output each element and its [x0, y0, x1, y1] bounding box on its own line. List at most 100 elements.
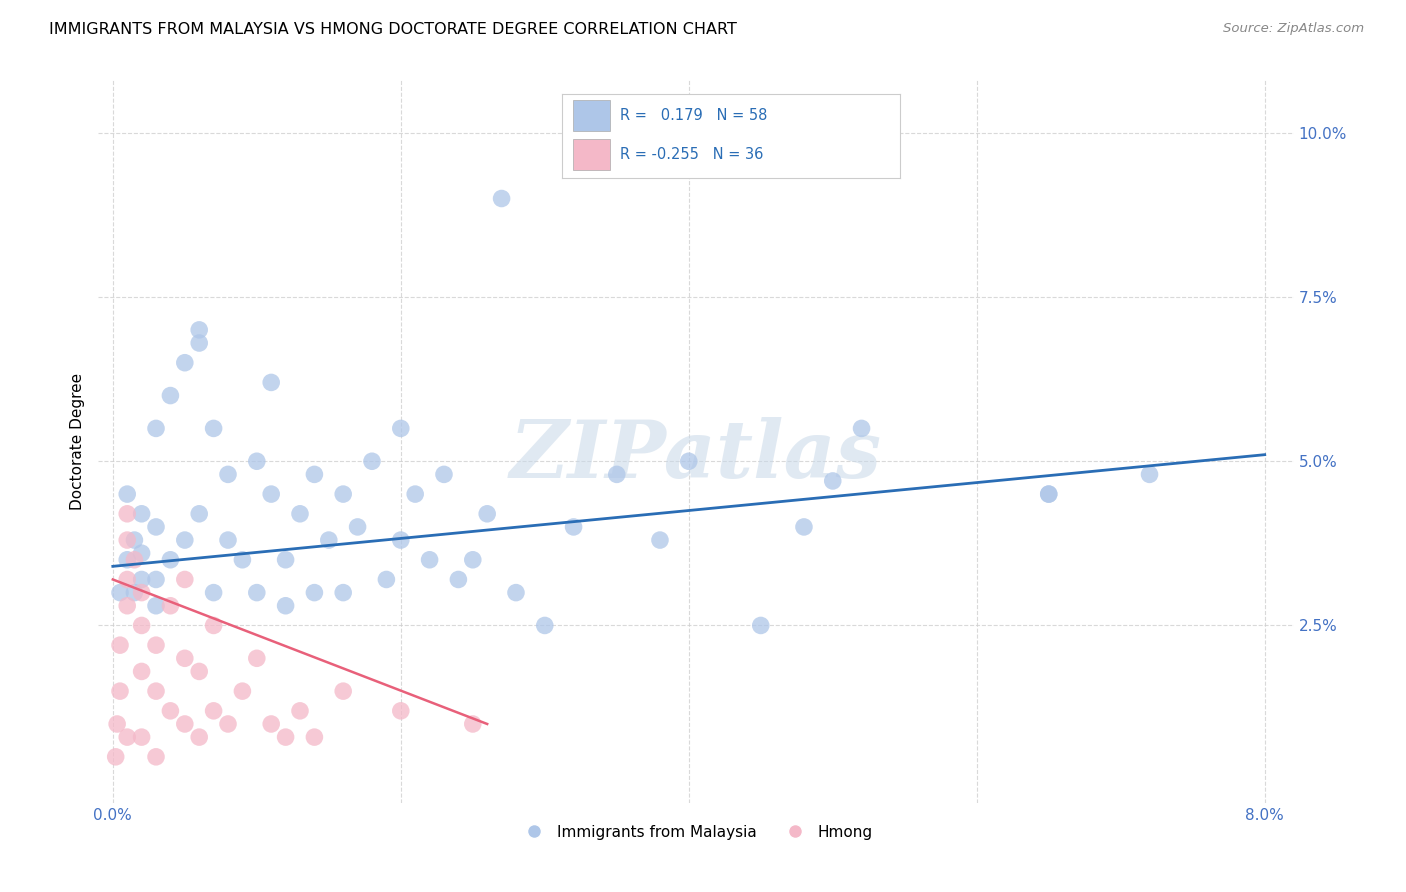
Point	[131, 573, 153, 587]
Point	[318, 533, 340, 547]
Point	[108, 638, 131, 652]
Point	[562, 520, 585, 534]
Point	[115, 599, 138, 613]
Point	[246, 454, 269, 468]
Point	[145, 684, 167, 698]
Point	[124, 533, 146, 547]
Point	[145, 599, 167, 613]
Bar	[572, 139, 610, 169]
Point	[173, 651, 195, 665]
Point	[188, 730, 211, 744]
Legend: Immigrants from Malaysia, Hmong: Immigrants from Malaysia, Hmong	[513, 819, 879, 846]
Point	[533, 618, 555, 632]
Point	[288, 507, 311, 521]
Point	[477, 507, 499, 521]
Point	[159, 599, 181, 613]
Point	[793, 520, 815, 534]
Point	[173, 356, 195, 370]
Point	[104, 749, 127, 764]
Text: R = -0.255   N = 36: R = -0.255 N = 36	[620, 147, 763, 162]
Point	[173, 573, 195, 587]
Point	[1038, 487, 1060, 501]
Point	[145, 421, 167, 435]
Point	[131, 507, 153, 521]
Point	[217, 717, 239, 731]
Point	[188, 665, 211, 679]
Point	[115, 533, 138, 547]
Point	[260, 717, 283, 731]
Text: ZIPatlas: ZIPatlas	[510, 417, 882, 495]
Point	[159, 704, 181, 718]
Point	[851, 421, 873, 435]
Y-axis label: Doctorate Degree: Doctorate Degree	[69, 373, 84, 510]
Point	[274, 599, 297, 613]
Point	[274, 730, 297, 744]
Point	[231, 553, 253, 567]
Point	[105, 717, 128, 731]
Bar	[572, 101, 610, 131]
Point	[389, 704, 412, 718]
Text: IMMIGRANTS FROM MALAYSIA VS HMONG DOCTORATE DEGREE CORRELATION CHART: IMMIGRANTS FROM MALAYSIA VS HMONG DOCTOR…	[49, 22, 737, 37]
Point	[304, 467, 326, 482]
Point	[260, 487, 283, 501]
Point	[131, 585, 153, 599]
Point	[115, 487, 138, 501]
Point	[346, 520, 368, 534]
Point	[332, 487, 354, 501]
Point	[131, 730, 153, 744]
Point	[433, 467, 456, 482]
Point	[115, 573, 138, 587]
Point	[389, 533, 412, 547]
Point	[648, 533, 671, 547]
Point	[389, 421, 412, 435]
Point	[202, 704, 225, 718]
Point	[202, 585, 225, 599]
Point	[202, 421, 225, 435]
Point	[115, 553, 138, 567]
Point	[115, 730, 138, 744]
Point	[159, 553, 181, 567]
Point	[461, 717, 484, 731]
Point	[447, 573, 470, 587]
Point	[217, 467, 239, 482]
Point	[375, 573, 398, 587]
Point	[461, 553, 484, 567]
Point	[108, 585, 131, 599]
Point	[131, 618, 153, 632]
Point	[115, 507, 138, 521]
Point	[332, 585, 354, 599]
Text: R =   0.179   N = 58: R = 0.179 N = 58	[620, 108, 768, 123]
Point	[145, 573, 167, 587]
Point	[404, 487, 426, 501]
Point	[173, 533, 195, 547]
Point	[332, 684, 354, 698]
Point	[749, 618, 772, 632]
Point	[131, 546, 153, 560]
Point	[145, 749, 167, 764]
Point	[202, 618, 225, 632]
Point	[173, 717, 195, 731]
Point	[361, 454, 384, 468]
Point	[124, 553, 146, 567]
Point	[505, 585, 527, 599]
Point	[159, 388, 181, 402]
Point	[274, 553, 297, 567]
Point	[246, 585, 269, 599]
Point	[606, 467, 628, 482]
Point	[145, 520, 167, 534]
Point	[188, 336, 211, 351]
Point	[246, 651, 269, 665]
Point	[188, 323, 211, 337]
Point	[1139, 467, 1161, 482]
Point	[145, 638, 167, 652]
Point	[108, 684, 131, 698]
Point	[304, 730, 326, 744]
Point	[131, 665, 153, 679]
Point	[188, 507, 211, 521]
Point	[124, 585, 146, 599]
Text: Source: ZipAtlas.com: Source: ZipAtlas.com	[1223, 22, 1364, 36]
Point	[231, 684, 253, 698]
Point	[288, 704, 311, 718]
Point	[217, 533, 239, 547]
Point	[304, 585, 326, 599]
